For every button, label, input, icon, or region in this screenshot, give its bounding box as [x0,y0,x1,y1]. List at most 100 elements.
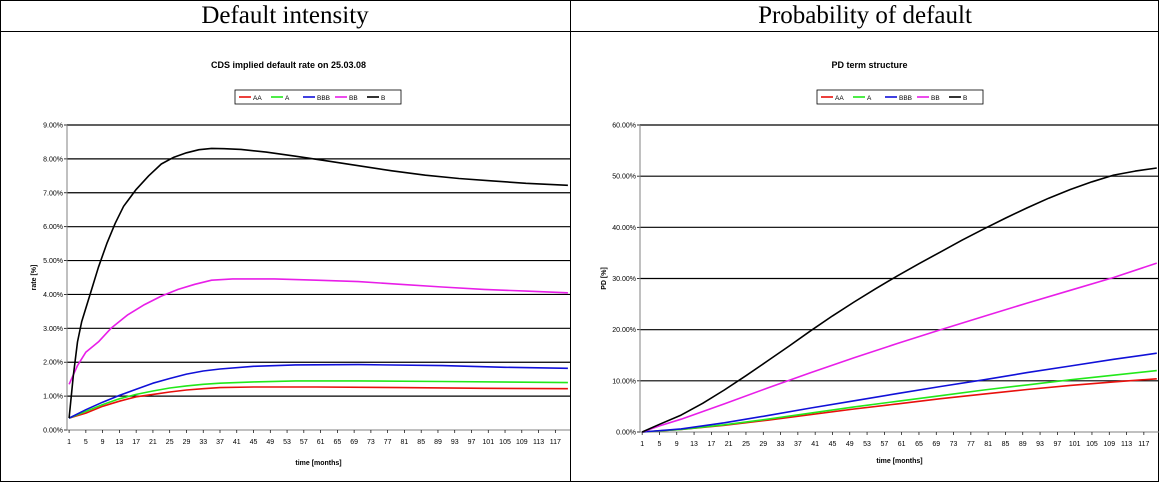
legend-label-bb: BB [931,95,940,102]
legend-label-b: B [381,95,385,102]
x-tick-label: 9 [675,441,679,448]
x-tick-label: 89 [1019,441,1027,448]
x-tick-label: 49 [846,441,854,448]
y-tick-label: 60.00% [612,123,636,130]
x-tick-label: 113 [533,439,544,446]
x-tick-label: 97 [468,439,476,446]
x-tick-label: 61 [317,439,325,446]
y-tick-label: 8.00% [43,156,63,163]
y-tick-label: 10.00% [612,378,636,385]
x-tick-label: 65 [333,439,341,446]
right-chart: PD term structure 0.00% 10.00% 20.00% 30.00%… [601,60,1159,465]
x-tick-label: 77 [384,439,392,446]
x-tick-label: 101 [482,439,494,446]
y-axis-label: PD [%] [601,267,608,290]
legend-label-aa: AA [835,95,844,102]
x-tick-label: 45 [829,441,837,448]
x-tick-label: 29 [759,441,767,448]
series-line-aa [68,386,568,419]
y-tick-label: 6.00% [43,224,63,231]
x-tick-label: 89 [434,439,442,446]
x-tick-label: 73 [367,439,375,446]
legend-box [234,89,402,105]
x-tick-label: 5 [658,441,662,448]
x-tick-label: 101 [1069,441,1081,448]
x-tick-label: 73 [950,441,958,448]
y-tick-label: 30.00% [612,276,636,283]
x-tick-label: 65 [915,441,923,448]
x-tick-label: 53 [863,441,871,448]
x-tick-label: 17 [132,439,140,446]
legend-label-a: A [285,95,290,102]
legend-label-bb: BB [349,95,358,102]
x-tick-label: 69 [932,441,940,448]
y-tick-label: 9.00% [43,123,63,130]
legend-label-b: B [963,95,967,102]
x-tick-label: 41 [811,441,819,448]
series-line-bbb [68,363,568,419]
x-tick-label: 37 [216,439,224,446]
legend-label-bbb: BBB [899,95,912,102]
x-axis-label: time [months] [876,458,922,465]
x-tick-label: 77 [967,441,975,448]
x-tick-label: 33 [777,441,785,448]
x-tick-label: 69 [350,439,358,446]
x-tick-label: 29 [183,439,191,446]
x-tick-label: 105 [499,439,511,446]
x-tick-label: 117 [1138,441,1149,448]
x-tick-label: 105 [1086,441,1098,448]
x-tick-label: 5 [84,439,88,446]
y-tick-label: 5.00% [43,258,63,265]
x-tick-label: 33 [199,439,207,446]
series-line-b [641,167,1157,433]
x-tick-label: 17 [707,441,715,448]
x-tick-label: 21 [725,441,733,448]
y-tick-label: 50.00% [612,174,636,181]
x-tick-label: 1 [67,439,71,446]
y-tick-label: 4.00% [43,292,63,299]
x-tick-label: 41 [233,439,241,446]
x-tick-label: 1 [640,441,644,448]
x-axis-label: time [months] [295,460,341,467]
x-tick-label: 45 [250,439,258,446]
series-line-a [642,369,1157,433]
y-tick-label: 40.00% [612,225,636,232]
y-tick-label: 1.00% [43,394,63,401]
x-tick-label: 113 [1121,441,1132,448]
y-tick-label: 3.00% [43,326,63,333]
series-line-b [68,147,568,419]
series-line-a [68,380,568,419]
legend-label-bbb: BBB [317,95,330,102]
x-tick-label: 9 [101,439,105,446]
x-tick-label: 21 [149,439,157,446]
y-axis-label: rate [%] [31,265,38,291]
x-tick-label: 13 [690,441,698,448]
x-tick-label: 81 [984,441,992,448]
x-tick-label: 109 [516,439,528,446]
legend-label-a: A [867,95,872,102]
y-tick-label: 0.00% [43,428,63,435]
series-line-bbb [642,352,1157,433]
x-tick-label: 25 [166,439,174,446]
y-tick-label: 0.00% [616,430,636,437]
x-tick-label: 93 [1036,441,1044,448]
chart-title: CDS implied default rate on 25.03.08 [211,60,366,70]
chart-title: PD term structure [831,60,907,70]
x-tick-label: 57 [300,439,308,446]
legend-label-aa: AA [253,95,262,102]
x-tick-label: 53 [283,439,291,446]
x-tick-label: 117 [550,439,561,446]
x-tick-label: 49 [266,439,274,446]
y-tick-label: 2.00% [43,360,63,367]
x-tick-label: 81 [401,439,409,446]
legend-box [816,89,984,105]
right-panel-header: Probability of default [758,2,972,29]
left-chart: CDS implied default rate on 25.03.08 0.00… [31,60,570,467]
x-tick-label: 13 [115,439,123,446]
x-tick-label: 57 [880,441,888,448]
series-line-bb [68,278,568,385]
x-tick-label: 61 [898,441,906,448]
